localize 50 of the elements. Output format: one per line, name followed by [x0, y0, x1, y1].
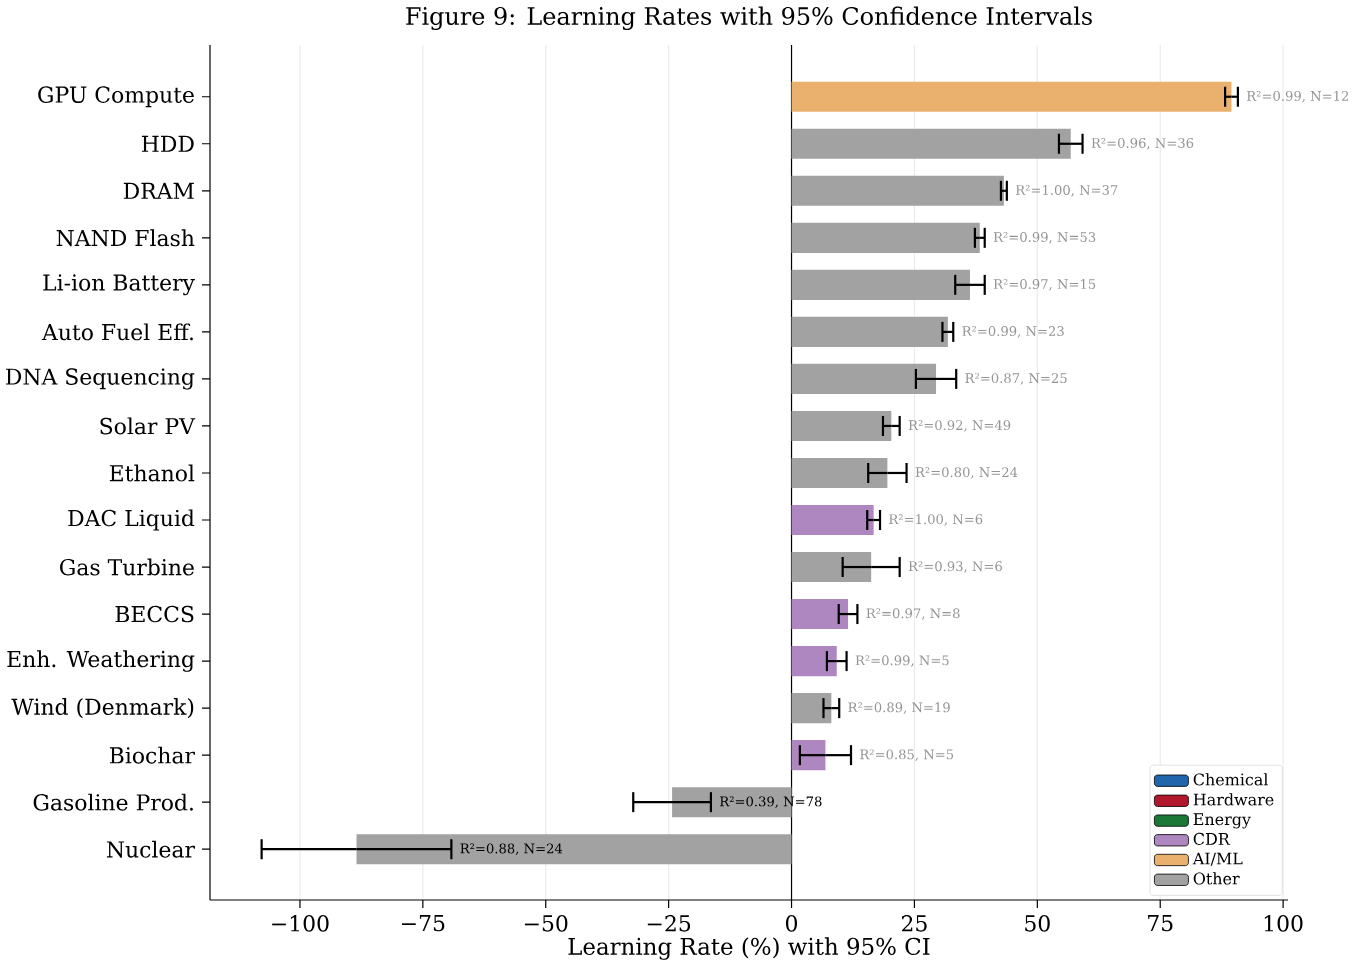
data-label: R²=0.97, N=8: [866, 608, 960, 620]
x-tick-label: −50: [524, 915, 568, 932]
data-label: R²=0.99, N=53: [993, 232, 1096, 244]
y-tick-label: Nuclear: [106, 840, 195, 858]
y-tick-label: Gas Turbine: [60, 558, 194, 576]
data-label: R²=1.00, N=6: [889, 514, 983, 526]
legend-label: Energy: [1193, 813, 1251, 829]
data-label: R²=0.99, N=23: [962, 326, 1064, 338]
x-tick-label: −75: [402, 915, 445, 932]
data-label: R²=0.85, N=5: [860, 749, 954, 761]
x-tick-label: −100: [272, 915, 329, 932]
data-label: R²=1.00, N=37: [1015, 185, 1118, 197]
data-label: R²=0.93, N=6: [908, 561, 1002, 573]
legend-label: AI/ML: [1192, 852, 1243, 866]
y-tick-label: NAND Flash: [56, 229, 195, 247]
chart-title: Figure 9: Learning Rates with 95% Confidence Intervals: [406, 6, 1092, 30]
y-tick-label: DNA Sequencing: [5, 368, 195, 390]
data-label: R²=0.97, N=15: [993, 279, 1096, 291]
y-tick-label: GPU Compute: [38, 86, 194, 108]
y-tick-label: DRAM: [123, 182, 194, 199]
x-axis-title: Learning Rate (%) with 95% CI: [568, 937, 930, 960]
x-tick-label: −25: [647, 915, 691, 932]
y-tick-label: Biochar: [109, 746, 195, 764]
data-label: R²=0.89, N=19: [848, 702, 950, 714]
y-tick-label: Solar PV: [100, 417, 196, 435]
data-label: R²=0.92, N=49: [908, 420, 1011, 432]
legend-label: Other: [1193, 872, 1240, 885]
data-label: R²=0.87, N=25: [965, 373, 1067, 385]
x-tick-label: 100: [1264, 915, 1303, 932]
y-tick-label: DAC Liquid: [68, 509, 195, 531]
data-label: R²=0.80, N=24: [915, 467, 1018, 479]
y-tick-label: Enh. Weathering: [7, 650, 195, 672]
y-tick-label: Ethanol: [109, 464, 195, 482]
data-label: R²=0.88, N=24: [460, 843, 563, 855]
y-tick-label: Gasoline Prod.: [33, 793, 193, 811]
legend-label: Chemical: [1193, 773, 1268, 786]
y-tick-label: BECCS: [115, 605, 194, 623]
x-tick-label: 50: [1025, 915, 1050, 932]
y-tick-label: HDD: [141, 135, 194, 152]
y-tick-label: Li-ion Battery: [43, 274, 195, 296]
data-label: R²=0.99, N=12: [1246, 90, 1349, 103]
data-label: R²=0.96, N=36: [1091, 138, 1194, 150]
x-tick-label: 25: [901, 915, 927, 932]
data-label: R²=0.99, N=5: [855, 655, 949, 667]
x-tick-label: 0: [785, 915, 798, 932]
y-tick-label: Wind (Denmark): [11, 698, 194, 719]
y-tick-label: Auto Fuel Eff.: [41, 323, 193, 341]
legend-label: Hardware: [1193, 793, 1274, 806]
x-tick-label: 75: [1148, 915, 1173, 932]
legend-label: CDR: [1193, 832, 1231, 845]
